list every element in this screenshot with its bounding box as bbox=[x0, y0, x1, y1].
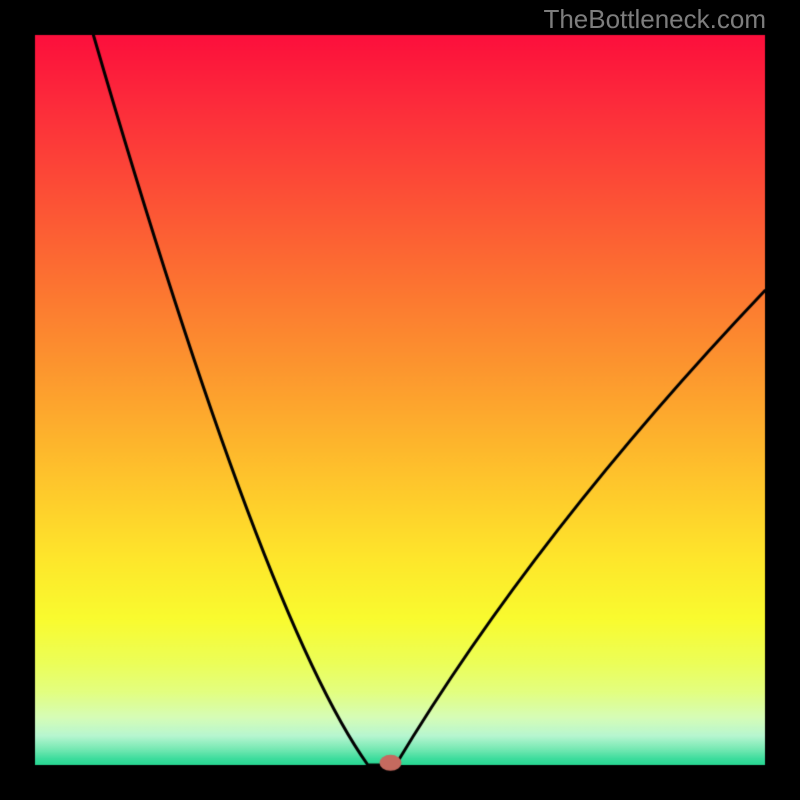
bottleneck-chart bbox=[0, 0, 800, 800]
watermark-text: TheBottleneck.com bbox=[543, 4, 766, 35]
